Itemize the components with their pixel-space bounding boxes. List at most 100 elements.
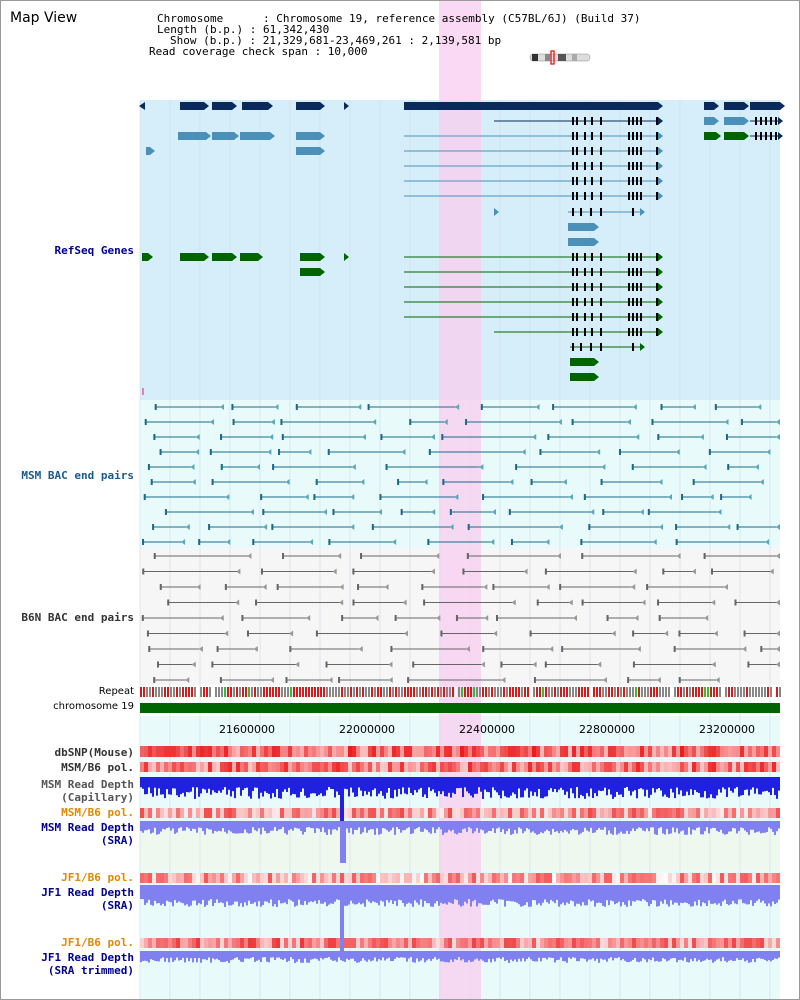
depth-bar bbox=[254, 777, 256, 788]
heat-cell bbox=[356, 938, 360, 948]
heat-cell bbox=[552, 873, 556, 883]
heat-cell bbox=[300, 873, 304, 883]
depth-bar bbox=[534, 951, 536, 962]
depth-bar bbox=[200, 821, 202, 828]
depth-bar bbox=[270, 885, 272, 900]
depth-bar bbox=[198, 821, 200, 828]
refseq-gene-track[interactable] bbox=[139, 102, 785, 395]
heat-cell bbox=[648, 808, 652, 818]
heat-cell bbox=[348, 808, 352, 818]
heat-cell bbox=[284, 938, 288, 948]
depth-bar bbox=[720, 777, 722, 793]
depth-bar bbox=[382, 777, 384, 796]
heat-cell bbox=[492, 873, 496, 883]
depth-bar bbox=[568, 821, 570, 834]
selection-highlight[interactable] bbox=[439, 0, 481, 1000]
depth-bar bbox=[578, 885, 580, 904]
depth-bar bbox=[732, 885, 734, 901]
depth-bar bbox=[518, 777, 520, 789]
heat-cell bbox=[572, 746, 576, 757]
depth-bar bbox=[426, 951, 428, 961]
depth-bar bbox=[480, 777, 482, 792]
depth-bar bbox=[374, 821, 376, 835]
depth-bar bbox=[334, 951, 336, 961]
heat-cell bbox=[448, 873, 452, 883]
depth-bar bbox=[408, 951, 410, 959]
heat-cell bbox=[736, 873, 740, 883]
depth-bar bbox=[676, 777, 678, 788]
heat-cell bbox=[236, 746, 240, 757]
repeat-block bbox=[359, 687, 361, 697]
heat-cell bbox=[420, 762, 424, 772]
heat-cell bbox=[720, 762, 724, 772]
bac-end bbox=[360, 553, 363, 559]
heat-cell bbox=[384, 808, 388, 818]
heat-cell bbox=[212, 938, 216, 948]
heat-cell bbox=[580, 938, 584, 948]
msm-bac-track[interactable] bbox=[142, 404, 780, 545]
depth-bar bbox=[748, 777, 750, 796]
label-b6n-bac[interactable]: B6N BAC end pairs bbox=[21, 611, 134, 624]
heat-cell bbox=[688, 938, 692, 948]
depth-bar bbox=[294, 951, 296, 963]
heat-cell bbox=[420, 938, 424, 948]
info-length: Length (b.p.) : 61,342,430 bbox=[157, 23, 330, 36]
label-refseq[interactable]: RefSeq Genes bbox=[54, 244, 134, 257]
depth-bar bbox=[590, 885, 592, 902]
depth-bar bbox=[400, 951, 402, 958]
b6n-bac-track[interactable] bbox=[141, 553, 780, 683]
bac-end bbox=[220, 434, 223, 440]
exon bbox=[628, 283, 630, 291]
depth-bar bbox=[428, 821, 430, 833]
heat-cell bbox=[168, 808, 172, 818]
exon bbox=[628, 192, 630, 200]
chromosome-bar[interactable] bbox=[140, 703, 780, 713]
exon bbox=[591, 132, 593, 140]
depth-bar bbox=[294, 885, 296, 907]
heat-cell bbox=[672, 746, 676, 757]
depth-bar bbox=[636, 821, 638, 829]
depth-bar bbox=[494, 951, 496, 962]
repeat-block bbox=[518, 687, 520, 697]
depth-bar bbox=[700, 885, 702, 907]
depth-bar bbox=[274, 951, 276, 961]
heat-cell bbox=[404, 808, 408, 818]
heat-cell bbox=[288, 762, 292, 772]
repeat-block bbox=[755, 687, 757, 697]
depth-bar bbox=[526, 821, 528, 829]
depth-bar bbox=[490, 951, 492, 963]
depth-bar bbox=[382, 951, 384, 958]
depth-bar bbox=[418, 821, 420, 828]
depth-bar bbox=[264, 951, 266, 958]
depth-bar bbox=[458, 777, 460, 789]
heat-cell bbox=[180, 938, 184, 948]
label-msm-bac[interactable]: MSM BAC end pairs bbox=[21, 469, 134, 482]
repeat-block bbox=[749, 687, 751, 697]
repeat-block bbox=[461, 687, 463, 697]
repeat-block bbox=[221, 687, 223, 697]
repeat-block bbox=[674, 687, 676, 697]
bac-end bbox=[776, 434, 780, 440]
depth-bar bbox=[362, 885, 364, 904]
exon bbox=[632, 192, 634, 200]
heat-cell bbox=[620, 938, 624, 948]
heat-cell bbox=[776, 762, 780, 772]
depth-bar bbox=[458, 951, 460, 958]
depth-bar bbox=[564, 821, 566, 830]
heat-cell bbox=[632, 746, 636, 757]
heat-cell bbox=[748, 808, 752, 818]
repeat-block bbox=[164, 687, 166, 697]
repeat-block bbox=[251, 687, 253, 697]
chromosome-ideogram[interactable] bbox=[529, 50, 591, 65]
heat-cell bbox=[684, 873, 688, 883]
repeat-block bbox=[374, 687, 376, 697]
heat-cell bbox=[652, 873, 656, 883]
depth-bar bbox=[476, 951, 478, 959]
depth-bar bbox=[496, 777, 498, 793]
repeat-track[interactable] bbox=[140, 687, 781, 697]
repeat-block bbox=[542, 687, 544, 697]
heat-cell bbox=[596, 762, 600, 772]
bac-end bbox=[465, 419, 468, 425]
heat-cell bbox=[580, 873, 584, 883]
